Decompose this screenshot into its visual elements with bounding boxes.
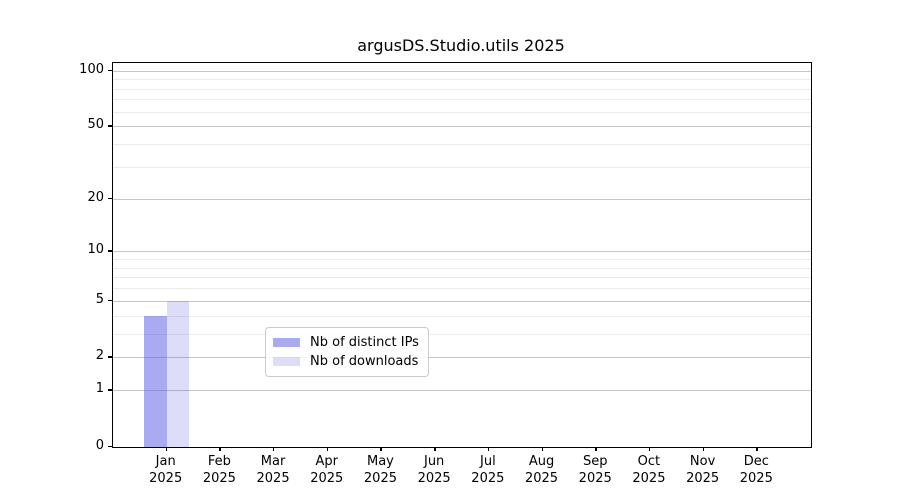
y-gridline-minor	[113, 99, 811, 101]
x-tick-mark	[702, 447, 704, 451]
x-tick-label-apr: Apr 2025	[310, 454, 344, 486]
x-tick-label-dec: Dec 2025	[739, 454, 773, 486]
x-tick-mark	[648, 447, 651, 451]
y-tick-label: 10	[87, 242, 104, 258]
x-tick-label-jan: Jan 2025	[149, 454, 183, 486]
y-tick-mark	[108, 446, 112, 448]
x-tick-label-feb: Feb 2025	[202, 454, 236, 486]
x-tick-mark	[595, 447, 597, 451]
x-tick-label-aug: Aug 2025	[524, 454, 559, 486]
plot-area	[112, 62, 812, 448]
x-tick-label-mar: Mar 2025	[256, 454, 290, 486]
x-tick-label-oct: Oct 2025	[632, 454, 666, 486]
legend-swatch-distinct-ips	[273, 338, 300, 347]
y-gridline-major	[113, 126, 811, 128]
bar-distinct-ips-jan	[144, 315, 167, 447]
x-tick-mark	[380, 447, 382, 451]
y-gridline-minor	[113, 144, 811, 146]
x-tick-mark	[219, 447, 221, 451]
y-tick-mark	[108, 389, 112, 391]
y-gridline-minor	[113, 315, 811, 317]
y-tick-mark	[108, 197, 112, 200]
x-tick-mark	[487, 447, 490, 451]
x-tick-label-sep: Sep 2025	[578, 454, 612, 486]
y-tick-label: 2	[95, 348, 104, 364]
y-tick-label: 100	[79, 61, 104, 77]
y-gridline-minor	[113, 88, 811, 90]
y-gridline-major	[113, 300, 811, 302]
legend-item-distinct-ips: Nb of distinct IPs	[273, 333, 419, 352]
y-tick-mark	[108, 356, 112, 358]
legend-item-downloads: Nb of downloads	[273, 352, 419, 371]
x-tick-label-nov: Nov 2025	[686, 454, 720, 486]
y-gridline-minor	[113, 79, 811, 81]
y-gridline-minor	[113, 167, 811, 168]
y-tick-label: 50	[87, 117, 104, 133]
y-gridline-major	[113, 251, 811, 253]
y-gridline-minor	[113, 259, 811, 261]
y-tick-mark	[108, 299, 112, 302]
legend: Nb of distinct IPs Nb of downloads	[265, 327, 429, 377]
x-tick-label-may: May 2025	[363, 454, 397, 486]
x-tick-mark	[326, 447, 329, 451]
legend-label-downloads: Nb of downloads	[310, 354, 419, 369]
y-tick-mark	[108, 69, 112, 72]
y-gridline-major	[113, 198, 811, 200]
y-tick-label: 0	[95, 438, 104, 453]
y-gridline-minor	[113, 288, 811, 290]
y-tick-mark	[108, 250, 112, 252]
y-gridline-minor	[113, 277, 811, 279]
y-gridline-major	[113, 390, 811, 392]
legend-label-distinct-ips: Nb of distinct IPs	[310, 335, 419, 350]
y-tick-label: 1	[95, 381, 104, 397]
y-gridline-minor	[113, 333, 811, 335]
y-tick-label: 20	[87, 189, 104, 205]
y-tick-mark	[108, 125, 112, 127]
y-tick-label: 5	[95, 291, 104, 307]
x-tick-mark	[273, 447, 275, 451]
bar-downloads-jan	[166, 300, 190, 447]
y-gridline-major	[113, 70, 811, 72]
x-tick-mark	[165, 447, 168, 451]
x-tick-label-jul: Jul 2025	[471, 454, 505, 486]
y-gridline-minor	[113, 111, 811, 113]
y-gridline-major	[113, 357, 811, 359]
x-tick-mark	[541, 447, 543, 451]
chart-title: argusDS.Studio.utils 2025	[357, 36, 565, 55]
legend-swatch-downloads	[273, 357, 300, 366]
y-gridline-minor	[113, 267, 811, 269]
x-tick-mark	[756, 447, 758, 451]
x-tick-mark	[434, 447, 436, 451]
x-tick-label-jun: Jun 2025	[417, 454, 451, 486]
